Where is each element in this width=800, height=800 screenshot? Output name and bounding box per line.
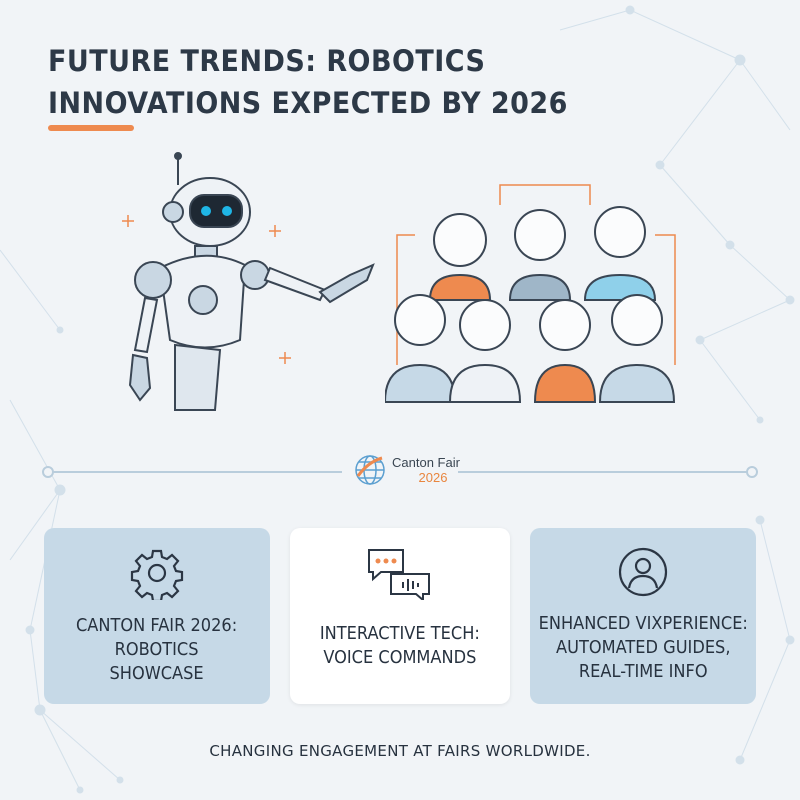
divider-right: [458, 471, 750, 473]
card-text-line: AUTOMATED GUIDES,: [555, 637, 731, 658]
card-text-line: ROBOTICS: [115, 639, 199, 660]
gear-icon: [130, 549, 184, 600]
title-accent-bar: [48, 125, 134, 131]
card-interactive-tech: INTERACTIVE TECH: VOICE COMMANDS: [290, 528, 510, 704]
chat-voice-icon: [368, 549, 430, 600]
card-enhanced-experience: ENHANCED VIXPERIENCE: AUTOMATED GUIDES, …: [530, 528, 756, 704]
divider-dot-right: [746, 466, 758, 478]
canton-fair-logo: Canton Fair 2026: [352, 452, 460, 488]
card-text-line: INTERACTIVE TECH:: [320, 623, 480, 644]
divider-dot-left: [42, 466, 54, 478]
card-text-line: SHOWCASE: [109, 663, 205, 684]
title-line-1: FUTURE TRENDS: ROBOTICS: [48, 44, 486, 78]
card-text-line: REAL-TIME INFO: [578, 661, 708, 682]
card-text-line: ENHANCED VIXPERIENCE:: [538, 613, 748, 634]
user-icon: [618, 547, 668, 597]
card-text-line: CANTON FAIR 2026:: [76, 615, 238, 636]
audience-illustration: [385, 184, 676, 403]
logo-name: Canton Fair: [392, 455, 460, 470]
robot-illustration: [122, 152, 375, 411]
globe-logo-icon: [355, 455, 385, 485]
card-text-line: VOICE COMMANDS: [323, 647, 477, 668]
footer-tagline: CHANGING ENGAGEMENT AT FAIRS WORLDWIDE.: [209, 742, 591, 760]
card-robotics-showcase: CANTON FAIR 2026: ROBOTICS SHOWCASE: [44, 528, 270, 704]
title-line-2: INNOVATIONS EXPECTED BY 2026: [48, 86, 568, 120]
divider-left: [52, 471, 342, 473]
logo-year: 2026: [418, 470, 448, 485]
page-title: FUTURE TRENDS: ROBOTICS INNOVATIONS EXPE…: [48, 40, 568, 124]
